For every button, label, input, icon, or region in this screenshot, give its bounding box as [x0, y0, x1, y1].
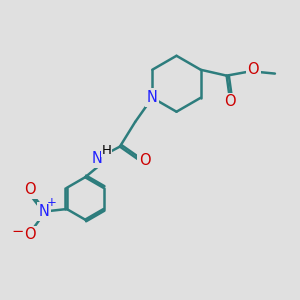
Text: N: N	[92, 152, 103, 166]
Text: −: −	[12, 224, 24, 239]
Text: H: H	[101, 144, 111, 157]
Text: +: +	[46, 196, 56, 209]
Text: O: O	[139, 153, 150, 168]
Text: O: O	[247, 62, 259, 77]
Text: O: O	[25, 227, 36, 242]
Text: N: N	[147, 90, 158, 105]
Text: O: O	[25, 182, 36, 197]
Text: O: O	[224, 94, 236, 110]
Text: N: N	[39, 204, 50, 219]
